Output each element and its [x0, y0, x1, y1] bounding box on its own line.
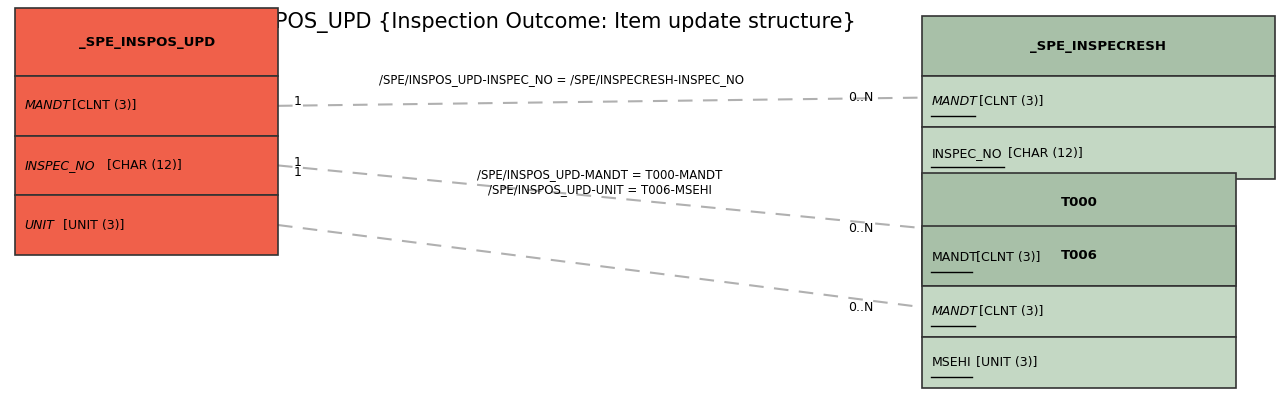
Bar [922, 337, 1236, 388]
Text: 0..N: 0..N [848, 301, 874, 314]
Text: INSPEC_NO: INSPEC_NO [24, 159, 95, 172]
Text: [CLNT (3)]: [CLNT (3)] [975, 95, 1043, 108]
Bar [922, 232, 1236, 284]
Text: 1: 1 [293, 166, 301, 179]
Text: INSPEC_NO: INSPEC_NO [931, 147, 1002, 159]
Bar [15, 8, 278, 76]
Text: /SPE/INSPOS_UPD-UNIT = T006-MSEHI: /SPE/INSPOS_UPD-UNIT = T006-MSEHI [488, 183, 712, 196]
Bar [922, 226, 1236, 286]
Text: MSEHI: MSEHI [931, 356, 971, 369]
Text: /SPE/INSPOS_UPD-MANDT = T000-MANDT: /SPE/INSPOS_UPD-MANDT = T000-MANDT [478, 168, 722, 181]
Text: 1: 1 [293, 156, 301, 169]
Text: _SPE_INSPOS_UPD: _SPE_INSPOS_UPD [78, 36, 215, 48]
Bar [922, 173, 1236, 232]
Bar [15, 195, 278, 255]
Text: T000: T000 [1061, 196, 1098, 209]
Text: T006: T006 [1061, 249, 1098, 262]
Text: [UNIT (3)]: [UNIT (3)] [971, 356, 1038, 369]
Text: MANDT: MANDT [24, 99, 70, 112]
Text: [CHAR (12)]: [CHAR (12)] [102, 159, 182, 172]
Bar [922, 76, 1275, 127]
Text: 0..N: 0..N [848, 222, 874, 235]
Text: _SPE_INSPECRESH: _SPE_INSPECRESH [1030, 40, 1167, 53]
Text: [CLNT (3)]: [CLNT (3)] [68, 99, 136, 112]
Text: MANDT: MANDT [931, 305, 977, 318]
Text: [CLNT (3)]: [CLNT (3)] [971, 252, 1040, 264]
Text: [CLNT (3)]: [CLNT (3)] [975, 305, 1043, 318]
Text: [CHAR (12)]: [CHAR (12)] [1004, 147, 1082, 159]
Text: SAP ABAP table /SPE/INSPOS_UPD {Inspection Outcome: Item update structure}: SAP ABAP table /SPE/INSPOS_UPD {Inspecti… [19, 12, 856, 33]
Text: [UNIT (3)]: [UNIT (3)] [59, 219, 124, 231]
Bar [15, 136, 278, 195]
Bar [922, 127, 1275, 179]
Text: MANDT: MANDT [931, 95, 977, 108]
Text: UNIT: UNIT [24, 219, 54, 231]
Text: 0..N: 0..N [848, 91, 874, 104]
Text: MANDT: MANDT [931, 252, 977, 264]
Bar [15, 76, 278, 136]
Text: 1: 1 [293, 95, 301, 108]
Bar [922, 286, 1236, 337]
Bar [922, 16, 1275, 76]
Text: /SPE/INSPOS_UPD-INSPEC_NO = /SPE/INSPECRESH-INSPEC_NO: /SPE/INSPOS_UPD-INSPEC_NO = /SPE/INSPECR… [379, 73, 744, 85]
